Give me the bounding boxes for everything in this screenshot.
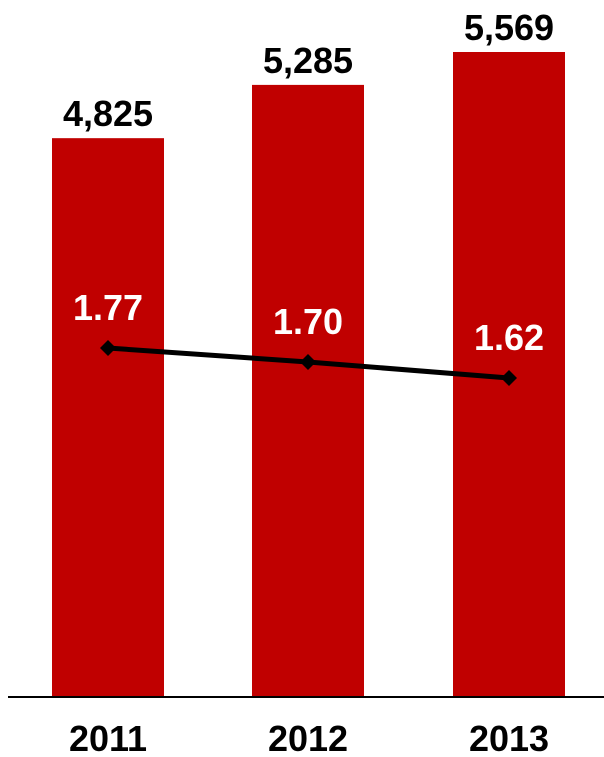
x-tick-label-2011: 2011	[69, 718, 147, 757]
line-value-label-2013: 1.62	[474, 317, 544, 358]
line-value-label-2011: 1.77	[73, 287, 143, 328]
x-tick-label-2012: 2012	[268, 718, 348, 757]
chart-labels: 4,825 5,285 5,569 1.77 1.70 1.62 2011 2012 2013	[63, 7, 554, 757]
line-series	[100, 340, 517, 386]
bar-series	[52, 52, 565, 698]
bar-value-label-2013: 5,569	[464, 7, 554, 48]
bar-2011	[52, 138, 164, 698]
bar-2012	[252, 84, 364, 697]
line-marker-2011	[100, 340, 116, 356]
x-tick-label-2013: 2013	[469, 718, 549, 757]
line-marker-2012	[300, 354, 316, 370]
bar-value-label-2012: 5,285	[263, 40, 353, 81]
line-marker-2013	[501, 370, 517, 386]
bar-value-label-2011: 4,825	[63, 93, 153, 134]
line-value-label-2012: 1.70	[273, 301, 343, 342]
